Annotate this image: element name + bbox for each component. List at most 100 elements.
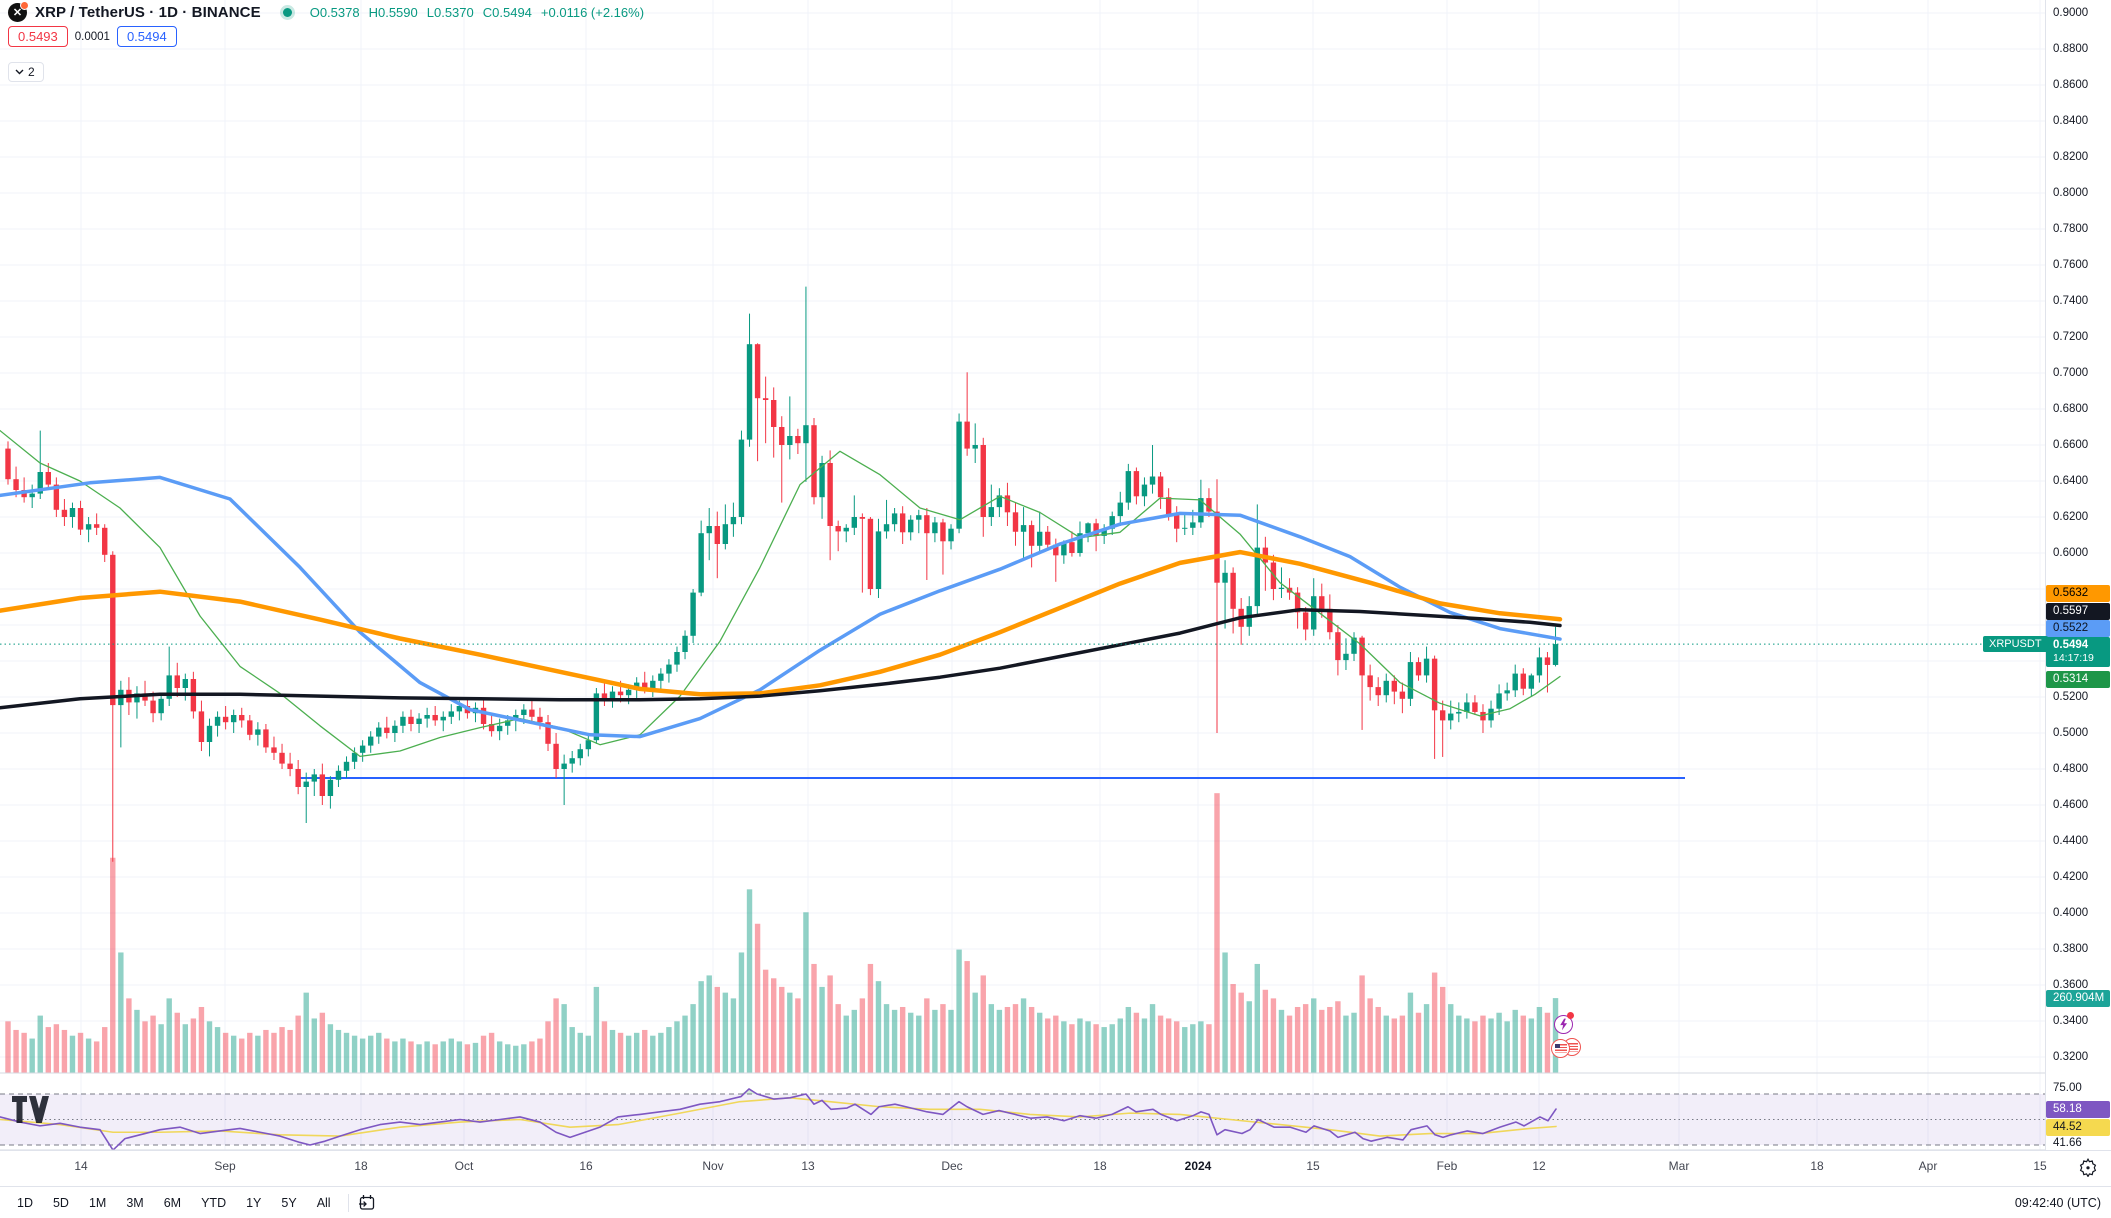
rsi-value-tag: 58.18 <box>2046 1101 2110 1118</box>
bid-button[interactable]: 0.5493 <box>8 26 68 47</box>
symbol-header: ✕ XRP / TetherUS · 1D · BINANCE O0.5378 … <box>8 1 644 22</box>
xrp-logo-icon: ✕ <box>8 1 29 22</box>
ohlc-open: O0.5378 <box>309 5 360 20</box>
status-dot-icon[interactable] <box>282 8 292 17</box>
time-tick-label[interactable]: Mar <box>1668 1159 1690 1173</box>
price-tick-label[interactable]: 0.8800 <box>2053 43 2089 55</box>
price-tick-label[interactable]: 0.6400 <box>2053 475 2089 487</box>
time-tick-label[interactable]: 16 <box>579 1159 593 1173</box>
time-axis[interactable]: 14 Sep 18 Oct 16 Nov 13 Dec 18 2024 15 Feb 12 Mar 18 Ap… <box>0 1150 2111 1187</box>
us-flag-event-icon[interactable] <box>1551 1039 1570 1058</box>
ma-blue-line[interactable] <box>0 475 1562 739</box>
time-tick-label[interactable]: 2024 <box>1184 1159 1212 1173</box>
rsi-ma-tag: 44.52 <box>2046 1119 2110 1136</box>
volume-tag: 260.904M <box>2046 990 2110 1007</box>
rsi-ma-line[interactable] <box>0 1097 1557 1137</box>
price-tick-label[interactable]: 0.3400 <box>2053 1015 2089 1027</box>
time-tick-label[interactable]: Oct <box>454 1159 474 1173</box>
time-tick-label[interactable]: Dec <box>941 1159 963 1173</box>
price-tick-label[interactable]: 0.7400 <box>2053 295 2089 307</box>
price-tick-label[interactable]: 0.9000 <box>2053 7 2089 19</box>
time-tick-label[interactable]: 12 <box>1532 1159 1546 1173</box>
time-tick-label[interactable]: 18 <box>354 1159 368 1173</box>
price-tick-label[interactable]: 0.8000 <box>2053 187 2089 199</box>
tradingview-watermark-icon <box>12 1096 49 1123</box>
calendar-arrow-icon[interactable] <box>357 1193 377 1213</box>
price-tick-label[interactable]: 0.3800 <box>2053 943 2089 955</box>
price-tick-label[interactable]: 0.7000 <box>2053 367 2089 379</box>
price-tick-label[interactable]: 0.7600 <box>2053 259 2089 271</box>
symbol-price-tag: XRPUSDT <box>1983 636 2048 652</box>
price-tick-label[interactable]: 0.4200 <box>2053 871 2089 883</box>
time-tick-label[interactable]: 15 <box>1306 1159 1320 1173</box>
range-button-1m[interactable]: 1M <box>88 1196 107 1210</box>
price-tick-label[interactable]: 0.8200 <box>2053 151 2089 163</box>
price-tick-label[interactable]: 0.4600 <box>2053 799 2089 811</box>
price-tick-label[interactable]: 0.4400 <box>2053 835 2089 847</box>
chevron-down-icon <box>15 69 24 75</box>
time-tick-label[interactable]: Sep <box>214 1159 236 1173</box>
rsi-tick-label[interactable]: 41.66 <box>2053 1137 2082 1149</box>
ohlc-close: C0.5494 <box>482 5 532 20</box>
time-tick-label[interactable]: 14 <box>74 1159 88 1173</box>
time-tick-label[interactable]: 15 <box>2033 1159 2047 1173</box>
ma-blue-tag: 0.5522 <box>2046 620 2110 637</box>
range-button-1y[interactable]: 1Y <box>246 1196 262 1210</box>
price-tick-label[interactable]: 0.6200 <box>2053 511 2089 523</box>
rsi-line[interactable] <box>0 1088 1557 1151</box>
price-tick-label[interactable]: 0.4000 <box>2053 907 2089 919</box>
price-tick-label[interactable]: 0.6000 <box>2053 547 2089 559</box>
price-tick-label[interactable]: 0.3200 <box>2053 1051 2089 1063</box>
range-button-6m[interactable]: 6M <box>163 1196 182 1210</box>
time-tick-label[interactable]: Apr <box>1918 1159 1938 1173</box>
range-button-3m[interactable]: 3M <box>126 1196 144 1210</box>
range-button-5d[interactable]: 5D <box>52 1196 69 1210</box>
timezone-clock-button[interactable]: 09:42:40 (UTC) <box>2014 1196 2101 1210</box>
indicator-count: 2 <box>28 65 35 79</box>
time-tick-label[interactable]: Feb <box>1436 1159 1458 1173</box>
rsi-tick-label[interactable]: 75.00 <box>2053 1082 2082 1094</box>
toolbar-divider <box>347 1194 349 1212</box>
ma-black-tag: 0.5597 <box>2046 603 2110 620</box>
indicator-legend-collapse-button[interactable]: 2 <box>8 62 44 82</box>
price-tick-label[interactable]: 0.6600 <box>2053 439 2089 451</box>
lightning-event-icon[interactable] <box>1554 1015 1573 1034</box>
ma-orange-line[interactable] <box>0 549 1563 697</box>
ask-button[interactable]: 0.5494 <box>116 26 177 47</box>
price-tick-label[interactable]: 0.5000 <box>2053 727 2089 739</box>
grid-lines <box>0 0 2045 1150</box>
time-tick-label[interactable]: 18 <box>1093 1159 1107 1173</box>
time-tick-label[interactable]: 18 <box>1810 1159 1824 1173</box>
candles <box>5 286 1559 862</box>
range-button-5y[interactable]: 5Y <box>281 1196 297 1210</box>
price-tick-label[interactable]: 0.5200 <box>2053 691 2089 703</box>
price-tick-label[interactable]: 0.8600 <box>2053 79 2089 91</box>
symbol-title[interactable]: XRP / TetherUS · 1D · BINANCE <box>35 4 261 21</box>
price-tick-label[interactable]: 0.8400 <box>2053 115 2089 127</box>
price-tick-label[interactable]: 0.7200 <box>2053 331 2089 343</box>
range-buttons: 1D 5D 1M 3M 6M YTD 1Y 5Y All <box>6 1192 340 1214</box>
gear-icon[interactable] <box>2078 1157 2098 1177</box>
price-tick-label[interactable]: 0.7800 <box>2053 223 2089 235</box>
time-tick-label[interactable]: 13 <box>801 1159 815 1173</box>
price-tick-label[interactable]: 0.4800 <box>2053 763 2089 775</box>
rsi-pane <box>0 1093 2045 1146</box>
price-axis[interactable]: 0.9000 0.8800 0.8600 0.8400 0.8200 0.8000 0.78… <box>2046 0 2111 1150</box>
range-button-ytd[interactable]: YTD <box>201 1196 227 1210</box>
price-tick-label[interactable]: 0.6800 <box>2053 403 2089 415</box>
bid-ask-row: 0.5493 0.0001 0.5494 <box>8 26 177 47</box>
time-tick-label[interactable]: Nov <box>702 1159 724 1173</box>
bottom-toolbar: 1D 5D 1M 3M 6M YTD 1Y 5Y All 09:42:40 (UTC) <box>0 1186 2111 1218</box>
ohlc-low: L0.5370 <box>426 5 474 20</box>
ma-black-line[interactable] <box>0 607 1562 710</box>
range-button-all[interactable]: All <box>316 1196 331 1210</box>
spread-value: 0.0001 <box>74 30 110 43</box>
ma-fast-green-line[interactable] <box>0 429 1561 758</box>
ma-green-tag: 0.5314 <box>2046 671 2110 688</box>
volume-bars <box>5 793 1559 1073</box>
price-tick-label[interactable]: 0.3600 <box>2053 979 2089 991</box>
event-notification-dot <box>1567 1012 1574 1019</box>
range-button-1d[interactable]: 1D <box>17 1196 33 1210</box>
